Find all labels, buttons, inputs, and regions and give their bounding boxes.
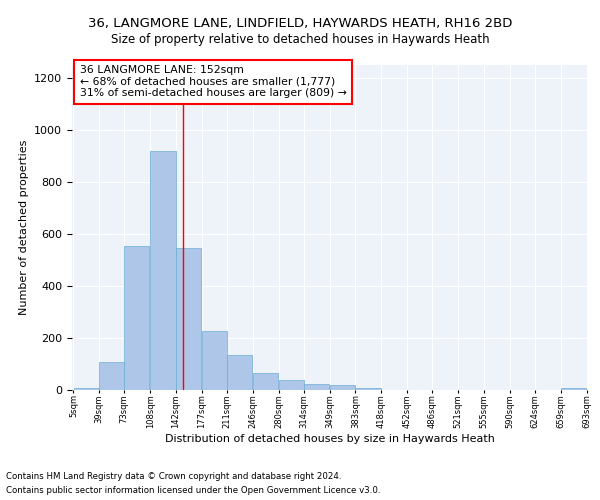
Bar [253, 373, 278, 390]
Bar [176, 248, 201, 390]
Bar [151, 151, 176, 390]
Bar [74, 388, 99, 390]
Text: Contains public sector information licensed under the Open Government Licence v3: Contains public sector information licen… [6, 486, 380, 495]
Bar [330, 386, 355, 390]
Bar [278, 380, 304, 390]
Bar [304, 384, 329, 390]
Bar [561, 388, 586, 390]
Y-axis label: Number of detached properties: Number of detached properties [19, 140, 29, 315]
Bar [99, 362, 124, 390]
Text: Contains HM Land Registry data © Crown copyright and database right 2024.: Contains HM Land Registry data © Crown c… [6, 472, 341, 481]
Text: Size of property relative to detached houses in Haywards Heath: Size of property relative to detached ho… [110, 32, 490, 46]
Text: 36, LANGMORE LANE, LINDFIELD, HAYWARDS HEATH, RH16 2BD: 36, LANGMORE LANE, LINDFIELD, HAYWARDS H… [88, 18, 512, 30]
Bar [202, 330, 227, 390]
Text: 36 LANGMORE LANE: 152sqm
← 68% of detached houses are smaller (1,777)
31% of sem: 36 LANGMORE LANE: 152sqm ← 68% of detach… [80, 65, 347, 98]
X-axis label: Distribution of detached houses by size in Haywards Heath: Distribution of detached houses by size … [165, 434, 495, 444]
Bar [124, 246, 149, 390]
Bar [355, 388, 380, 390]
Bar [227, 356, 253, 390]
